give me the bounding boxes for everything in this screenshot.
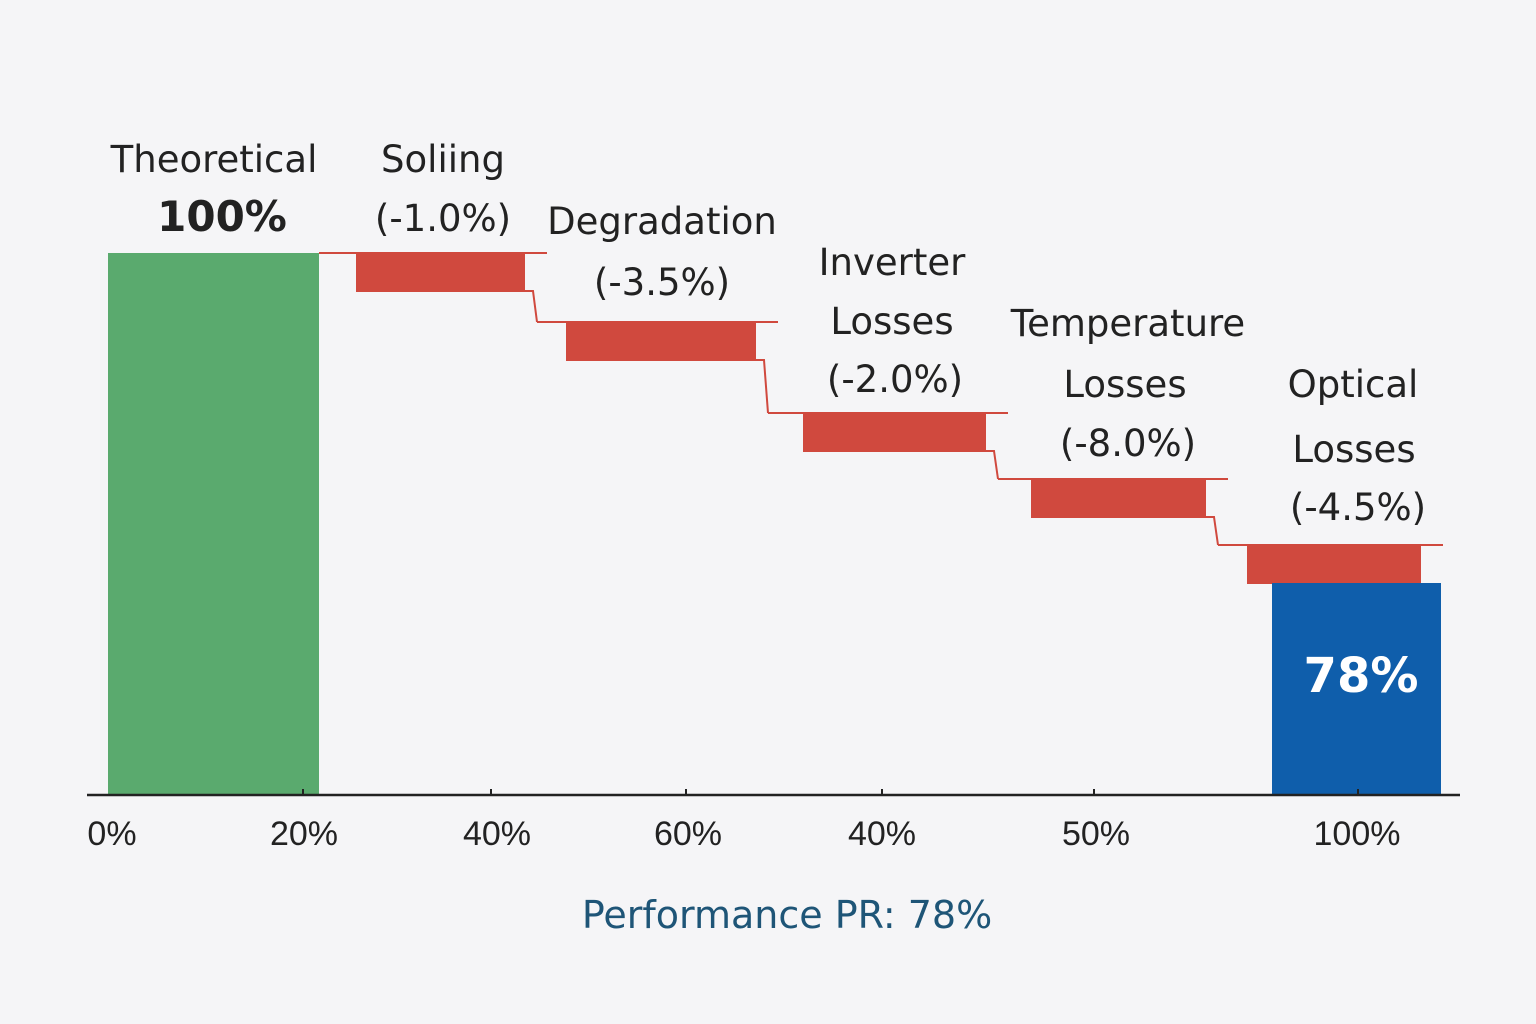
label-inverter-value: (-2.0%) [826, 358, 964, 401]
label-soiling-name: Soliing [381, 138, 505, 181]
label-temperature-name: Temperature [1010, 302, 1246, 345]
connector-step [756, 359, 769, 414]
x-tick-label: 0% [87, 815, 137, 853]
label-theoretical: Theoretical [110, 138, 318, 181]
label-inverter-name: Inverter [818, 241, 966, 284]
performance-footer: Performance PR: 78% [581, 893, 993, 937]
value-label-total: 78% [1303, 648, 1419, 704]
bar-loss-temperature-losses [1031, 480, 1206, 518]
bar-loss-optical-losses [1247, 546, 1421, 584]
connector-step [986, 450, 999, 480]
x-tick-label: 60% [653, 815, 723, 853]
label-temperature-losses: Losses [1063, 363, 1187, 406]
x-tick-label: 40% [847, 815, 917, 853]
bar-loss-degradation [566, 323, 756, 361]
label-optical-name: Optical [1287, 363, 1419, 406]
value-label-theoretical: 100% [157, 192, 287, 241]
x-tick-label: 50% [1061, 815, 1131, 853]
x-tick-label: 40% [462, 815, 532, 853]
label-optical-losses: Losses [1292, 428, 1416, 471]
label-optical-value: (-4.5%) [1289, 486, 1427, 529]
label-soiling-value: (-1.0%) [374, 197, 512, 240]
bar-loss-soliing [356, 254, 525, 292]
label-inverter-losses: Losses [830, 300, 954, 343]
connector-step [525, 290, 538, 323]
x-tick-label: 20% [269, 815, 339, 853]
bar-loss-inverter-losses [803, 414, 986, 452]
label-degradation-value: (-3.5%) [593, 261, 731, 304]
label-temperature-value: (-8.0%) [1059, 422, 1197, 465]
bar-total [1272, 583, 1441, 795]
bar-theoretical [108, 253, 319, 795]
label-degradation-name: Degradation [547, 200, 777, 243]
connector-step [1206, 516, 1219, 546]
x-tick-label: 100% [1313, 815, 1401, 853]
